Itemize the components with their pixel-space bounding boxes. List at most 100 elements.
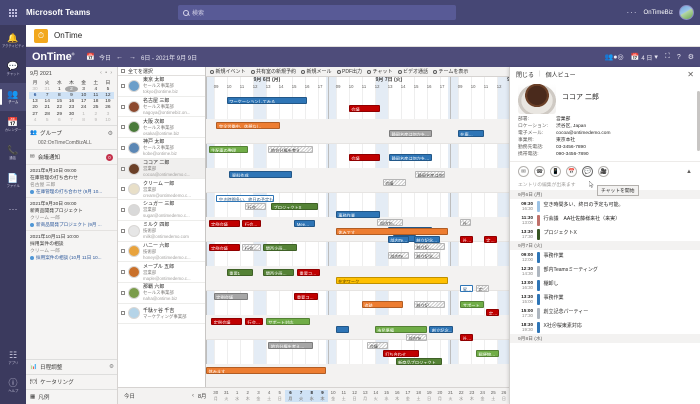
list-item[interactable]: 千駄ヶ谷 千吉 マーケティング事業部 [118, 304, 205, 325]
calendar-event[interactable]: 会議 [348, 105, 380, 112]
calendar-event[interactable]: 定例会議 [213, 293, 248, 300]
calendar-event[interactable]: 事務作業 [335, 211, 380, 218]
mini-day[interactable]: 22 [56, 105, 63, 111]
mini-calendar[interactable]: 月 火 水 木 金 土 日 30 31 1 2 3 4 5 [26, 78, 117, 123]
select-all-checkbox[interactable] [121, 69, 125, 73]
new-event-button[interactable]: 新規イベント [210, 68, 246, 75]
calendar-event[interactable]: 部内Te… [406, 333, 427, 341]
strip-day[interactable]: 12 日 [349, 390, 360, 402]
list-item[interactable]: クリーム 一郎 営業部 cream@ontimedemo.c... [118, 179, 205, 201]
mini-day[interactable]: 30 [32, 86, 38, 92]
calendar-event[interactable]: Mee… [294, 219, 316, 227]
calendar-event[interactable]: 関西企画… [263, 244, 297, 251]
calendar-event[interactable]: 静岡名産は何かを… [389, 129, 432, 137]
expand-icon[interactable]: ⛶ [664, 53, 670, 60]
calendar-event[interactable]: 会議 [382, 178, 406, 186]
person-checkbox[interactable] [121, 290, 125, 295]
mini-day[interactable]: 24 [80, 105, 87, 111]
calendar-event[interactable]: 地方分権を考え… [268, 342, 313, 349]
mini-day[interactable]: 1 [58, 86, 61, 92]
notification-link[interactable]: 採用案件の相談 (10月 11日 10... [30, 255, 113, 261]
strip-day[interactable]: 26 日 [499, 390, 510, 402]
pdf-export-button[interactable]: PDF出力 [336, 68, 362, 75]
calendar-event[interactable]: 定… [476, 284, 489, 292]
help-button[interactable]: ? [676, 53, 681, 61]
calendar-event[interactable]: 行会… [245, 317, 264, 325]
sidebar-item-more[interactable]: ··· [0, 195, 26, 223]
calendar-event[interactable]: 静岡名産は何かを… [415, 170, 445, 178]
sidebar-item-catering[interactable]: 🍽 ケータリング [26, 374, 117, 389]
mini-day[interactable]: 10 [105, 117, 111, 123]
calendar-event[interactable]: 郵便物… [476, 350, 500, 357]
mini-day[interactable]: 8 [53, 92, 66, 99]
mini-day[interactable]: 3 [82, 86, 85, 92]
strip-day[interactable]: 11 土 [338, 390, 349, 402]
mini-day[interactable]: 6 [58, 117, 61, 123]
calendar-event[interactable]: サポート [460, 301, 484, 308]
mini-day[interactable]: 31 [44, 86, 50, 92]
calendar-event[interactable]: ワーケーションしてみる [226, 97, 308, 104]
calendar-event[interactable]: 行会… [242, 219, 261, 227]
gear-icon[interactable]: ⚙ [687, 54, 694, 61]
mini-day[interactable]: 23 [68, 105, 75, 111]
person-checkbox[interactable] [121, 83, 125, 88]
mobile-icon[interactable]: 📱 [550, 166, 561, 177]
calendar-event[interactable]: 会議 [348, 154, 380, 161]
mini-day[interactable]: 13 [32, 99, 38, 105]
strip-day[interactable]: 15 水 [381, 390, 392, 402]
list-item[interactable]: 15:00 17:30 創立記念パーティー [510, 306, 700, 320]
mini-day[interactable]: 19 [105, 99, 111, 105]
schedule-grid[interactable]: 9月 6日 (月) 09 10 11 12 13 14 15 16 17 9月 7日 (火) 09 10… [206, 77, 509, 387]
calendar-event[interactable]: 新商品プロジェクト [395, 358, 443, 365]
mini-day[interactable]: 14 [44, 99, 50, 105]
list-item[interactable]: 18:30 19:30 X社＠桜東素対応 [510, 320, 700, 334]
calendar-event[interactable]: 創立記… [413, 243, 445, 250]
mini-day[interactable]: 8 [82, 117, 85, 123]
mini-day[interactable]: 1 [82, 111, 85, 117]
notification-link[interactable]: 在庫管理の打ち合わせ (9月 10... [30, 189, 113, 195]
avatar[interactable] [679, 5, 694, 20]
calendar-icon[interactable]: 📅 [566, 166, 577, 177]
calendar-event[interactable]: 部内Te… [387, 252, 409, 259]
list-item[interactable]: 09:00 12:00 事務作業 [510, 250, 700, 264]
calendar-event[interactable]: 定例会議 [211, 317, 243, 325]
list-item[interactable]: 13:30 17:30 プロジェクトX [510, 227, 700, 241]
calendar-event[interactable]: 社… [460, 333, 474, 341]
calendar-event[interactable]: 地方分権を考え… [268, 146, 313, 153]
sidebar-item-help[interactable]: ⓘ ヘルプ [0, 372, 26, 400]
sidebar-item-apps[interactable]: ☷ アプリ [0, 344, 26, 372]
mail-icon[interactable]: ✉ [518, 166, 529, 177]
list-item[interactable]: 名古屋 三郎 セールス事業部 nagoya@ontimebiz.on... [118, 97, 205, 118]
strip-day[interactable]: 30 月 [210, 390, 221, 402]
list-item[interactable]: 09:30 16:30 空き時間多い、終日の予定も可能。 [510, 199, 700, 213]
strip-day[interactable]: 21 火 [445, 390, 456, 402]
strip-prev-button[interactable]: ‹ [192, 393, 194, 399]
waffle-icon[interactable] [0, 8, 26, 17]
notification-link[interactable]: 新商品開発プロジェクト (9月 ... [30, 222, 113, 228]
calendar-event[interactable]: 完全労働中、休憩なし [216, 121, 281, 129]
mini-day[interactable]: 20 [32, 105, 38, 111]
calendar-event[interactable]: 行会… [245, 203, 266, 210]
mini-day[interactable]: 3 [106, 111, 110, 117]
gear-icon[interactable]: ⚙ [107, 130, 113, 137]
list-item[interactable]: 13:30 15:00 事務作業 [510, 292, 700, 306]
person-checkbox[interactable] [121, 145, 125, 150]
today-button[interactable]: 今日 [99, 55, 112, 62]
mini-day[interactable]: 9 [94, 117, 98, 123]
calendar-event[interactable]: 市民準備 [374, 325, 427, 333]
list-item[interactable]: 那覇 六郎 セールス事業部 naha@ontime.biz [118, 283, 205, 304]
chat-icon[interactable]: 💬 [582, 166, 593, 177]
sidebar-item-calls[interactable]: 📞 通話 [0, 139, 26, 167]
list-item[interactable]: 13:00 16:30 棚卸し [510, 278, 700, 292]
more-options-icon[interactable]: ··· [626, 8, 638, 17]
mini-day[interactable]: 27 [32, 111, 38, 117]
mini-day[interactable]: 21 [44, 105, 50, 111]
sidebar-item-chat[interactable]: 💬 チャット [0, 55, 26, 83]
calendar-event[interactable]: 打ち合わせ [382, 350, 419, 357]
calendar-event[interactable]: 生配車の整理 [208, 146, 248, 153]
calendar-event[interactable]: 重要1 [226, 268, 253, 276]
mini-day[interactable]: 5 [106, 86, 110, 92]
